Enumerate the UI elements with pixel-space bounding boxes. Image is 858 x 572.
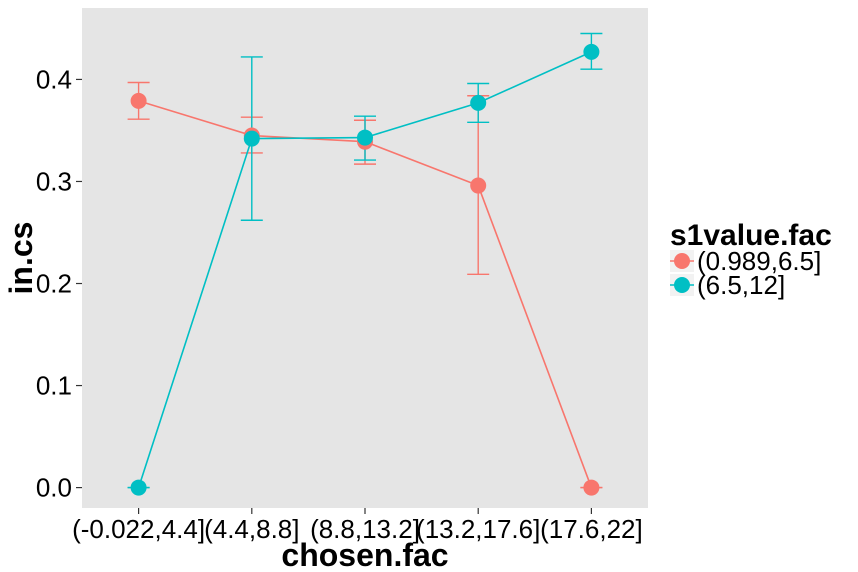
x-axis-title: chosen.fac xyxy=(281,537,448,572)
series-points xyxy=(130,92,600,496)
y-tick-label: 0.3 xyxy=(36,166,72,196)
y-axis: 0.0 0.1 0.2 0.3 0.4 xyxy=(36,64,82,503)
data-point xyxy=(243,130,260,147)
y-tick-label: 0.2 xyxy=(36,269,72,299)
data-point xyxy=(470,94,487,111)
legend-label: (0.989,6.5] xyxy=(697,246,821,276)
x-tick-label: (17.6,22] xyxy=(540,514,643,544)
legend: s1value.fac (0.989,6.5](6.5,12] xyxy=(670,219,832,300)
x-tick-label: (4.4,8.8] xyxy=(204,514,299,544)
y-tick-label: 0.0 xyxy=(36,473,72,503)
legend-key-point xyxy=(674,253,690,269)
y-tick-label: 0.4 xyxy=(36,64,72,94)
legend-label: (6.5,12] xyxy=(697,270,785,300)
x-tick-label: (13.2,17.6] xyxy=(416,514,540,544)
series-layer xyxy=(127,32,603,496)
x-tick-label: (8.8,13.2] xyxy=(310,514,420,544)
data-point xyxy=(583,479,600,496)
data-point xyxy=(470,177,487,194)
legend-title: s1value.fac xyxy=(670,219,832,252)
series-points xyxy=(130,43,600,496)
x-tick-label: (-0.022,4.4] xyxy=(72,514,205,544)
y-axis-title: in.cs xyxy=(3,222,39,295)
data-point xyxy=(130,92,147,109)
data-point xyxy=(583,43,600,60)
data-point xyxy=(357,129,373,146)
y-tick-label: 0.1 xyxy=(36,371,72,401)
plot-panel xyxy=(82,8,648,508)
legend-key-point xyxy=(674,277,690,293)
x-axis: (-0.022,4.4] (4.4,8.8] (8.8,13.2](13.2,17.… xyxy=(72,508,643,544)
data-point xyxy=(130,479,147,496)
